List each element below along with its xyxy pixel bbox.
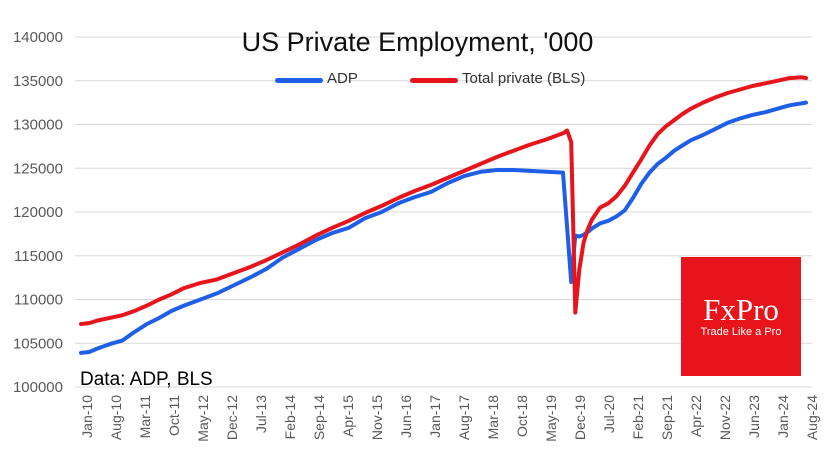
y-tick-label: 100000	[13, 379, 63, 396]
chart-title: US Private Employment, '000	[241, 27, 594, 57]
x-tick-label: Jan-17	[427, 395, 443, 438]
series-line-bls	[79, 75, 808, 326]
x-tick-label: Oct-11	[166, 395, 182, 436]
x-tick-label: Feb-21	[630, 395, 646, 440]
x-tick-label: Mar-11	[137, 395, 153, 439]
x-tick-label: Aug-10	[108, 395, 124, 440]
y-tick-label: 120000	[13, 204, 63, 221]
legend-swatch-bls	[410, 78, 458, 83]
y-tick-label: 140000	[13, 29, 63, 46]
fxpro-logo: FxPro Trade Like a Pro	[681, 257, 801, 376]
y-tick-label: 125000	[13, 160, 63, 177]
legend-label-bls: Total private (BLS)	[462, 70, 586, 87]
x-tick-label: Sep-21	[659, 395, 675, 440]
x-tick-label: Jan-10	[79, 395, 95, 438]
x-tick-label: Aug-24	[804, 395, 820, 440]
x-tick-label: Feb-14	[282, 395, 298, 440]
y-tick-label: 105000	[13, 335, 63, 352]
logo-brand-name: FxPro	[703, 292, 779, 327]
x-tick-label: Dec-12	[224, 395, 240, 440]
x-tick-label: May-12	[195, 395, 211, 442]
y-tick-label: 110000	[14, 292, 63, 309]
y-tick-label: 115000	[14, 248, 63, 265]
x-tick-label: May-19	[543, 395, 559, 442]
x-tick-label: Aug-17	[456, 395, 472, 440]
x-tick-label: Dec-19	[572, 395, 588, 440]
x-tick-label: Apr-15	[340, 395, 356, 437]
y-tick-label: 130000	[13, 117, 63, 134]
x-tick-label: Nov-22	[717, 395, 733, 440]
series-line-adp	[79, 100, 808, 355]
x-tick-label: Jun-23	[746, 395, 762, 438]
source-note: Data: ADP, BLS	[80, 369, 213, 390]
legend-label-adp: ADP	[327, 70, 358, 87]
legend-swatch-adp	[275, 78, 323, 83]
x-tick-label: Jul-13	[253, 395, 269, 433]
x-tick-label: Jan-24	[775, 395, 791, 438]
x-tick-label: Oct-18	[514, 395, 530, 437]
logo-tagline: Trade Like a Pro	[700, 326, 782, 338]
x-tick-label: Mar-18	[485, 395, 501, 440]
x-tick-label: Nov-15	[369, 395, 385, 440]
x-tick-label: Sep-14	[311, 395, 327, 440]
x-tick-label: Jul-20	[601, 395, 617, 433]
x-tick-label: Jun-16	[398, 395, 414, 438]
x-tick-label: Apr-22	[688, 395, 704, 437]
y-tick-label: 135000	[13, 73, 63, 90]
